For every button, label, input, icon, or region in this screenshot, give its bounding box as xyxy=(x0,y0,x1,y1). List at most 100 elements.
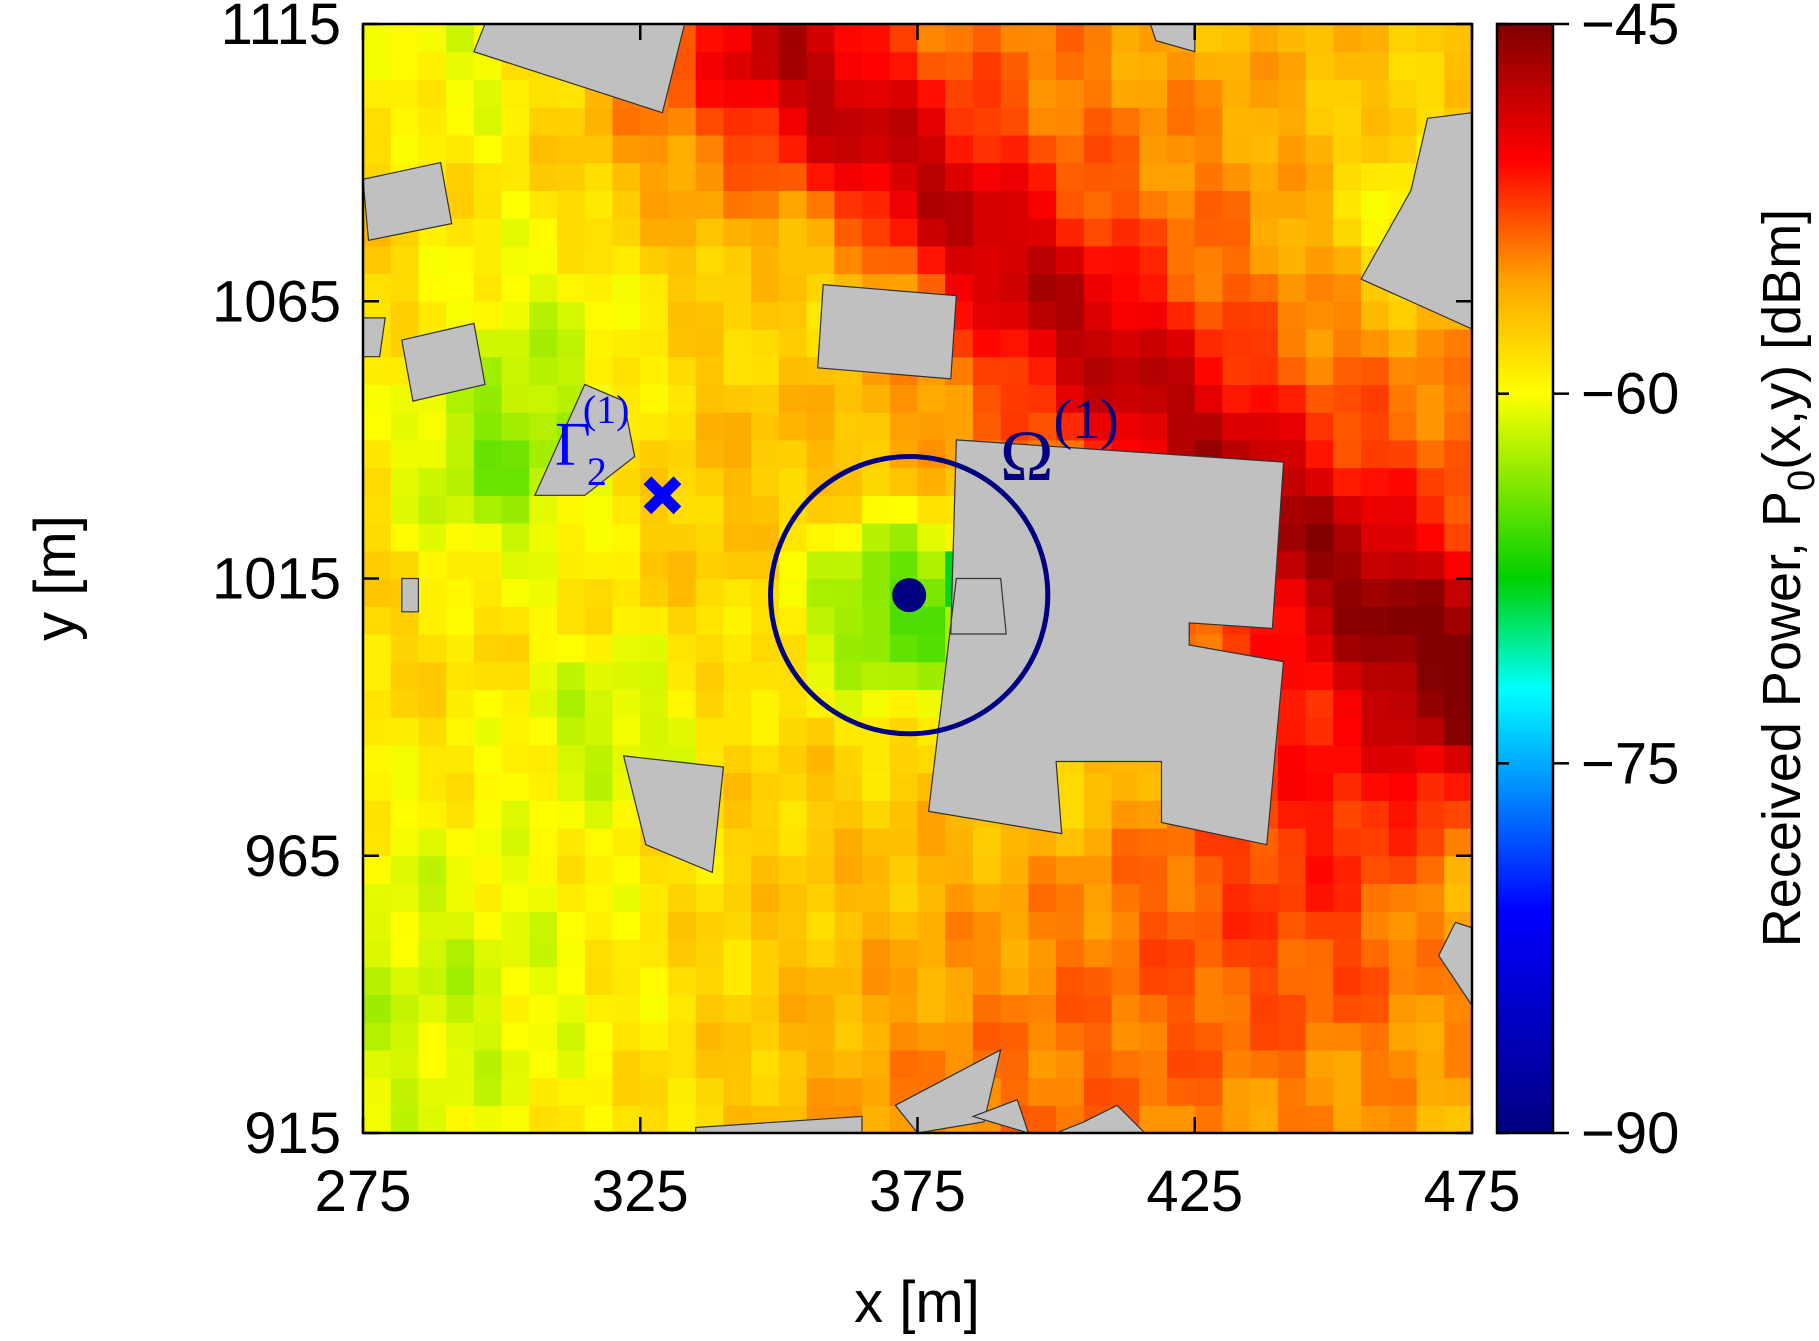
heatmap-cell xyxy=(862,107,891,136)
heatmap-cell xyxy=(640,107,669,136)
heatmap-cell xyxy=(695,495,725,524)
y-tick-label: 1065 xyxy=(212,269,341,334)
heatmap-cell xyxy=(1361,190,1390,219)
heatmap-cell xyxy=(917,384,946,413)
x-tick-label: 275 xyxy=(315,1159,412,1224)
heatmap-cell xyxy=(473,717,503,746)
heatmap-cell xyxy=(1361,79,1390,108)
heatmap-cell xyxy=(612,134,641,164)
colorbar-tick-label: −90 xyxy=(1581,1101,1679,1166)
heatmap-cell xyxy=(1083,966,1113,995)
heatmap-cell xyxy=(473,1105,503,1133)
heatmap-cell xyxy=(390,467,420,496)
heatmap-cell xyxy=(723,79,752,108)
heatmap-cell xyxy=(1333,1105,1362,1133)
heatmap-cell xyxy=(972,190,1002,219)
heatmap-cell xyxy=(972,79,1002,108)
heatmap-cell xyxy=(363,633,392,663)
heatmap-cell xyxy=(751,356,780,386)
heatmap-cell xyxy=(778,190,808,219)
heatmap-cell xyxy=(695,1049,725,1079)
heatmap-cell xyxy=(1250,328,1279,358)
heatmap-cell xyxy=(1416,384,1445,413)
heatmap-cell xyxy=(1388,744,1418,774)
heatmap-cell xyxy=(889,661,919,690)
transmitter-dot xyxy=(892,578,927,613)
heatmap-cell xyxy=(862,606,891,635)
heatmap-cell xyxy=(1361,550,1390,580)
heatmap-cell xyxy=(1305,245,1334,275)
heatmap-cell xyxy=(1250,384,1279,413)
heatmap-cell xyxy=(1277,51,1307,81)
heatmap-cell xyxy=(834,107,863,136)
heatmap-cell xyxy=(1444,439,1472,469)
heatmap-cell xyxy=(584,1077,614,1106)
heatmap-cell xyxy=(1277,938,1307,968)
heatmap-cell xyxy=(1139,1077,1168,1106)
heatmap-cell xyxy=(945,107,974,136)
heatmap-cell xyxy=(751,689,780,718)
heatmap-cell xyxy=(418,467,447,496)
heatmap-cell xyxy=(363,911,392,940)
heatmap-cell xyxy=(1111,51,1140,81)
heatmap-cell xyxy=(1167,328,1196,358)
heatmap-cell xyxy=(1167,966,1196,995)
heatmap-cell xyxy=(584,578,614,607)
heatmap-cell xyxy=(1194,245,1224,275)
heatmap-cell xyxy=(1388,467,1418,496)
heatmap-cell xyxy=(640,162,669,191)
heatmap-cell xyxy=(1333,717,1362,746)
building xyxy=(971,1098,1030,1133)
heatmap-cell xyxy=(667,1077,697,1106)
heatmap-cell xyxy=(1167,1049,1196,1079)
heatmap-cell xyxy=(418,661,447,690)
heatmap-cell xyxy=(1416,800,1445,829)
heatmap-cell xyxy=(529,744,558,774)
heatmap-cell xyxy=(1277,578,1307,607)
heatmap-cell xyxy=(1167,162,1196,191)
heatmap-cell xyxy=(1277,301,1307,330)
heatmap-cell xyxy=(1194,328,1224,358)
heatmap-cell xyxy=(1083,994,1113,1023)
heatmap-cell xyxy=(557,301,586,330)
heatmap-cell xyxy=(1250,412,1279,441)
heatmap-cell xyxy=(640,855,669,885)
heatmap-cell xyxy=(390,1022,420,1051)
heatmap-cell xyxy=(390,24,420,53)
heatmap-cell xyxy=(1167,190,1196,219)
heatmap-cell xyxy=(1222,855,1251,885)
heatmap-cell xyxy=(529,550,558,580)
heatmap-cell xyxy=(529,412,558,441)
heatmap-cell xyxy=(640,994,669,1023)
heatmap-cell xyxy=(446,717,475,746)
heatmap-cell xyxy=(557,273,586,302)
x-tick-label: 475 xyxy=(1424,1159,1521,1224)
heatmap-cell xyxy=(806,162,835,191)
heatmap-cell xyxy=(1139,855,1168,885)
heatmap-cell xyxy=(667,107,697,136)
heatmap-cell xyxy=(1416,356,1445,386)
heatmap-cell xyxy=(390,911,420,940)
heatmap-cell xyxy=(1444,412,1472,441)
heatmap-cell xyxy=(1333,772,1362,801)
heatmap-cell xyxy=(945,24,974,53)
heatmap-cell xyxy=(751,328,780,358)
gamma-label: Γ2(1) xyxy=(555,387,629,494)
heatmap-cell xyxy=(363,1105,392,1133)
heatmap-cell xyxy=(1388,1049,1418,1079)
heatmap-cell xyxy=(1416,744,1445,774)
heatmap-cell xyxy=(557,107,586,136)
heatmap-cell xyxy=(862,938,891,968)
heatmap-cell xyxy=(889,190,919,219)
heatmap-cell xyxy=(1056,190,1085,219)
heatmap-cell xyxy=(1250,1077,1279,1106)
heatmap-cell xyxy=(612,1049,641,1079)
heatmap-cell xyxy=(529,633,558,663)
heatmap-cell xyxy=(363,273,392,302)
heatmap-cell xyxy=(1277,717,1307,746)
heatmap-cell xyxy=(612,689,641,718)
heatmap-cell xyxy=(557,245,586,275)
heatmap-cell xyxy=(751,855,780,885)
heatmap-cell xyxy=(1111,107,1140,136)
heatmap-cell xyxy=(778,245,808,275)
